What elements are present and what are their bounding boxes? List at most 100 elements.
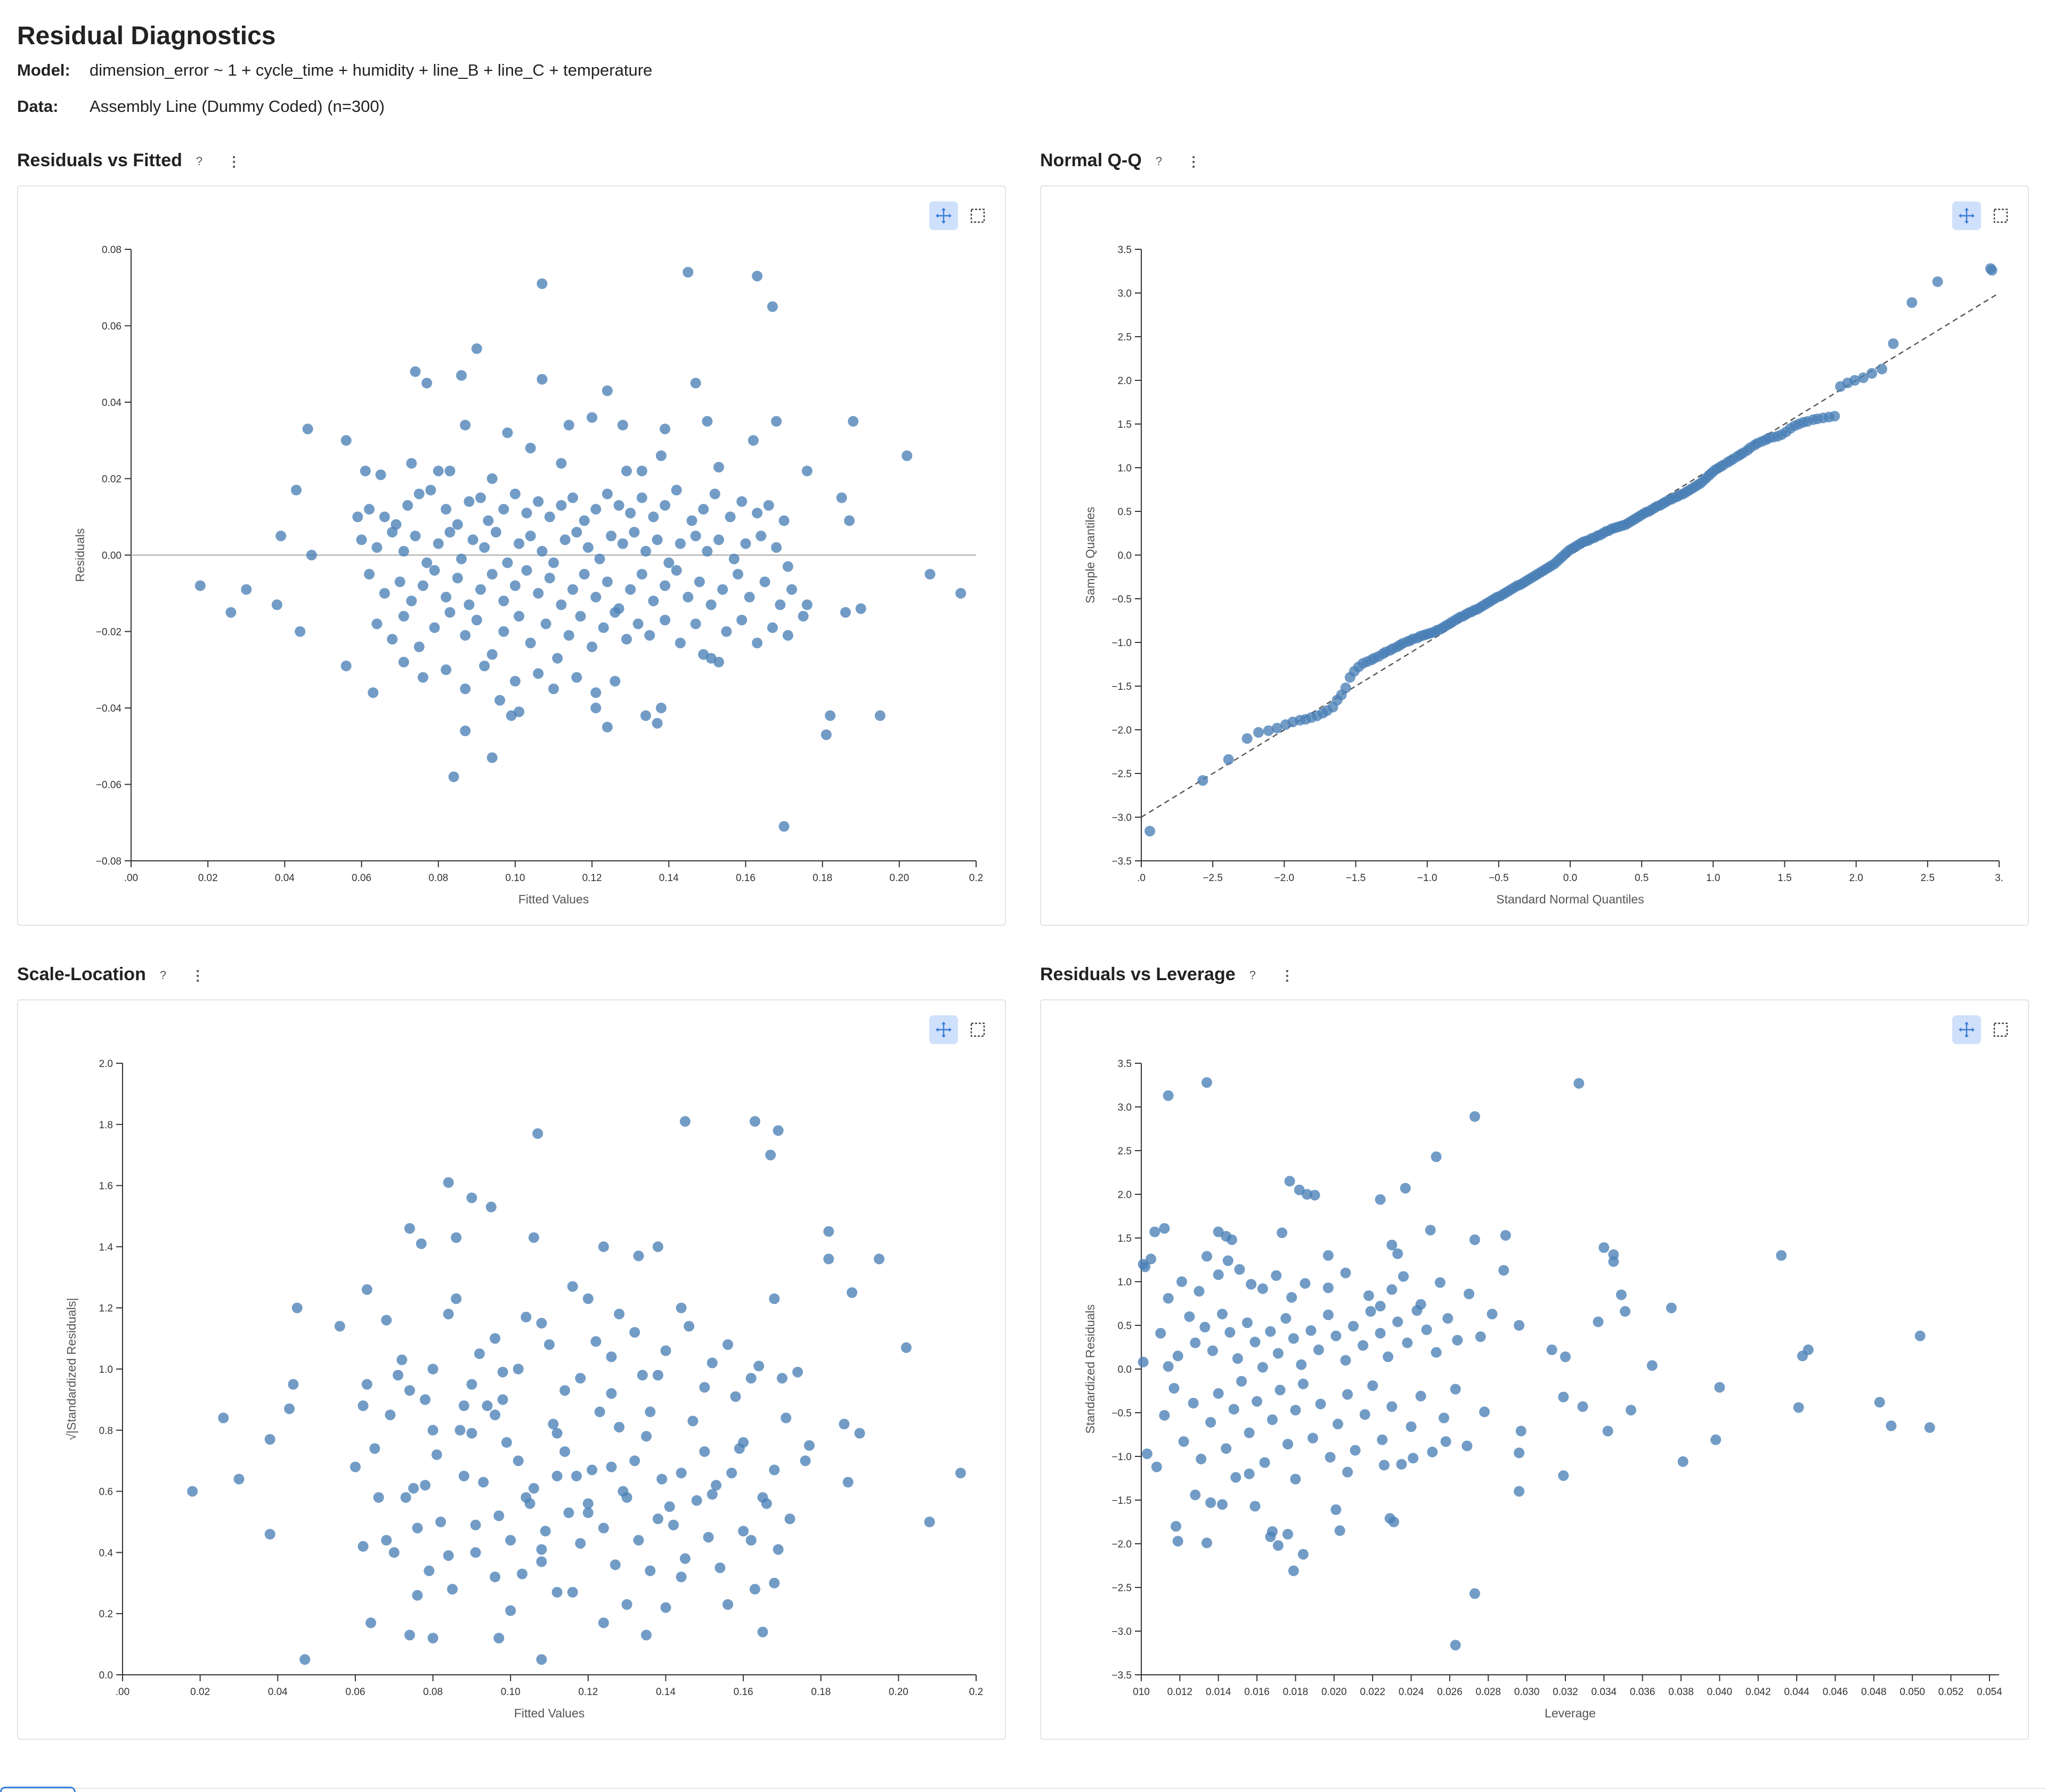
data-point <box>421 557 433 568</box>
more-options-icon[interactable]: ⋮ <box>1187 153 1201 169</box>
data-point <box>475 584 486 595</box>
data-point <box>1573 1078 1585 1089</box>
help-icon[interactable]: ? <box>159 968 167 982</box>
x-tick-label: 0.032 <box>1553 1687 1578 1698</box>
data-point <box>759 576 770 588</box>
data-point <box>641 1431 652 1442</box>
x-tick-label: 0.026 <box>1437 1687 1463 1698</box>
data-point <box>1230 1472 1241 1483</box>
data-point <box>1309 1190 1320 1201</box>
data-point <box>358 1541 369 1552</box>
x-tick-label: 0.054 <box>1977 1687 2002 1698</box>
data-point <box>606 1388 617 1399</box>
data-point <box>563 1507 574 1518</box>
data-point <box>552 653 563 664</box>
box-select-button[interactable] <box>963 1015 992 1044</box>
data-point <box>1866 368 1878 379</box>
x-tick-label: 0.16 <box>736 873 756 884</box>
data-point <box>1558 1391 1569 1403</box>
chart-card-scale-location: 0.0 0.2 0.4 0.6 0.8 1.0 1.2 1.4 1.6 1.8 2.0 .00 0.02… <box>17 999 1006 1740</box>
chart-svg: −3.5 −3.0 −2.5 −2.0 −1.5 −1.0 −0.5 0.0 0.5 1.0 1.5… <box>1083 1058 2002 1720</box>
pan-tool-button[interactable] <box>1952 201 1981 230</box>
data-point <box>707 1357 718 1369</box>
data-point <box>1271 722 1282 734</box>
x-tick-label: 0.020 <box>1321 1687 1347 1698</box>
pan-tool-button[interactable] <box>929 201 958 230</box>
data-point <box>629 1455 640 1467</box>
data-point <box>854 1428 865 1439</box>
data-point <box>1402 1337 1413 1348</box>
data-point <box>1646 1360 1658 1371</box>
data-point <box>645 1565 656 1576</box>
data-point <box>775 599 786 610</box>
more-options-icon[interactable]: ⋮ <box>227 153 241 169</box>
pan-tool-button[interactable] <box>929 1015 958 1044</box>
data-point <box>1290 1473 1301 1485</box>
data-point <box>1793 1402 1804 1413</box>
x-tick-label: 2.0 <box>1849 873 1863 884</box>
box-select-button[interactable] <box>1986 1015 2015 1044</box>
data-point <box>629 1327 640 1338</box>
data-description: Assembly Line (Dummy Coded) (n=300) <box>90 97 385 116</box>
footer-tab[interactable] <box>0 1787 76 1792</box>
data-point <box>1666 1302 1677 1314</box>
data-point <box>660 500 671 511</box>
data-point <box>1439 1412 1449 1423</box>
data-point <box>1427 1446 1438 1457</box>
data-point <box>748 435 759 446</box>
help-icon[interactable]: ? <box>1249 968 1256 982</box>
data-point <box>660 615 671 625</box>
y-tick-label: −3.0 <box>1111 1626 1132 1638</box>
y-tick-label: −1.0 <box>1111 638 1132 649</box>
more-options-icon[interactable]: ⋮ <box>191 967 205 983</box>
data-point <box>1415 1390 1426 1402</box>
data-point <box>728 553 740 565</box>
data-point <box>1168 1383 1180 1394</box>
data-point <box>1924 1422 1935 1433</box>
data-point <box>730 1391 741 1402</box>
help-icon[interactable]: ? <box>196 154 203 168</box>
data-point <box>358 1400 369 1411</box>
data-point <box>394 576 405 588</box>
data-point <box>598 1522 609 1534</box>
data-point <box>1253 727 1264 738</box>
data-point <box>544 511 555 523</box>
data-point <box>699 1382 710 1393</box>
pan-tool-button[interactable] <box>1952 1015 1981 1044</box>
x-tick-label: 0.08 <box>423 1687 443 1698</box>
y-tick-label: 0.5 <box>1118 1321 1132 1332</box>
box-select-button[interactable] <box>963 201 992 230</box>
help-icon[interactable]: ? <box>1155 154 1163 168</box>
data-point <box>540 618 551 630</box>
data-point <box>1406 1421 1417 1432</box>
x-tick-label: 0.20 <box>889 873 909 884</box>
box-select-icon <box>1993 1022 2008 1037</box>
data-point <box>1425 1225 1436 1236</box>
box-select-button[interactable] <box>1986 201 2015 230</box>
data-point <box>722 1599 733 1610</box>
x-tick-label: 0.12 <box>578 1687 598 1698</box>
data-point <box>567 1281 578 1292</box>
data-point <box>356 534 367 545</box>
data-point <box>284 1403 295 1414</box>
data-point <box>381 1535 392 1546</box>
data-point <box>517 1568 527 1579</box>
data-point <box>713 534 724 545</box>
data-point <box>786 584 797 595</box>
data-point <box>655 703 667 713</box>
more-options-icon[interactable]: ⋮ <box>1280 967 1294 983</box>
y-tick-label: −0.5 <box>1111 1408 1132 1419</box>
box-select-icon <box>970 208 985 223</box>
x-tick-label: 0.038 <box>1668 1687 1694 1698</box>
y-tick-label: 0.5 <box>1118 507 1132 518</box>
data-point <box>493 1633 505 1644</box>
data-point <box>1297 1378 1309 1389</box>
data-point <box>448 771 459 783</box>
data-point <box>1176 1276 1187 1287</box>
data-point <box>676 1468 687 1479</box>
y-tick-label: 0.0 <box>1118 550 1132 561</box>
data-point <box>636 568 647 580</box>
data-point <box>1172 1350 1183 1362</box>
x-tick-label: 0.016 <box>1244 1687 1270 1698</box>
data-point <box>752 508 763 519</box>
